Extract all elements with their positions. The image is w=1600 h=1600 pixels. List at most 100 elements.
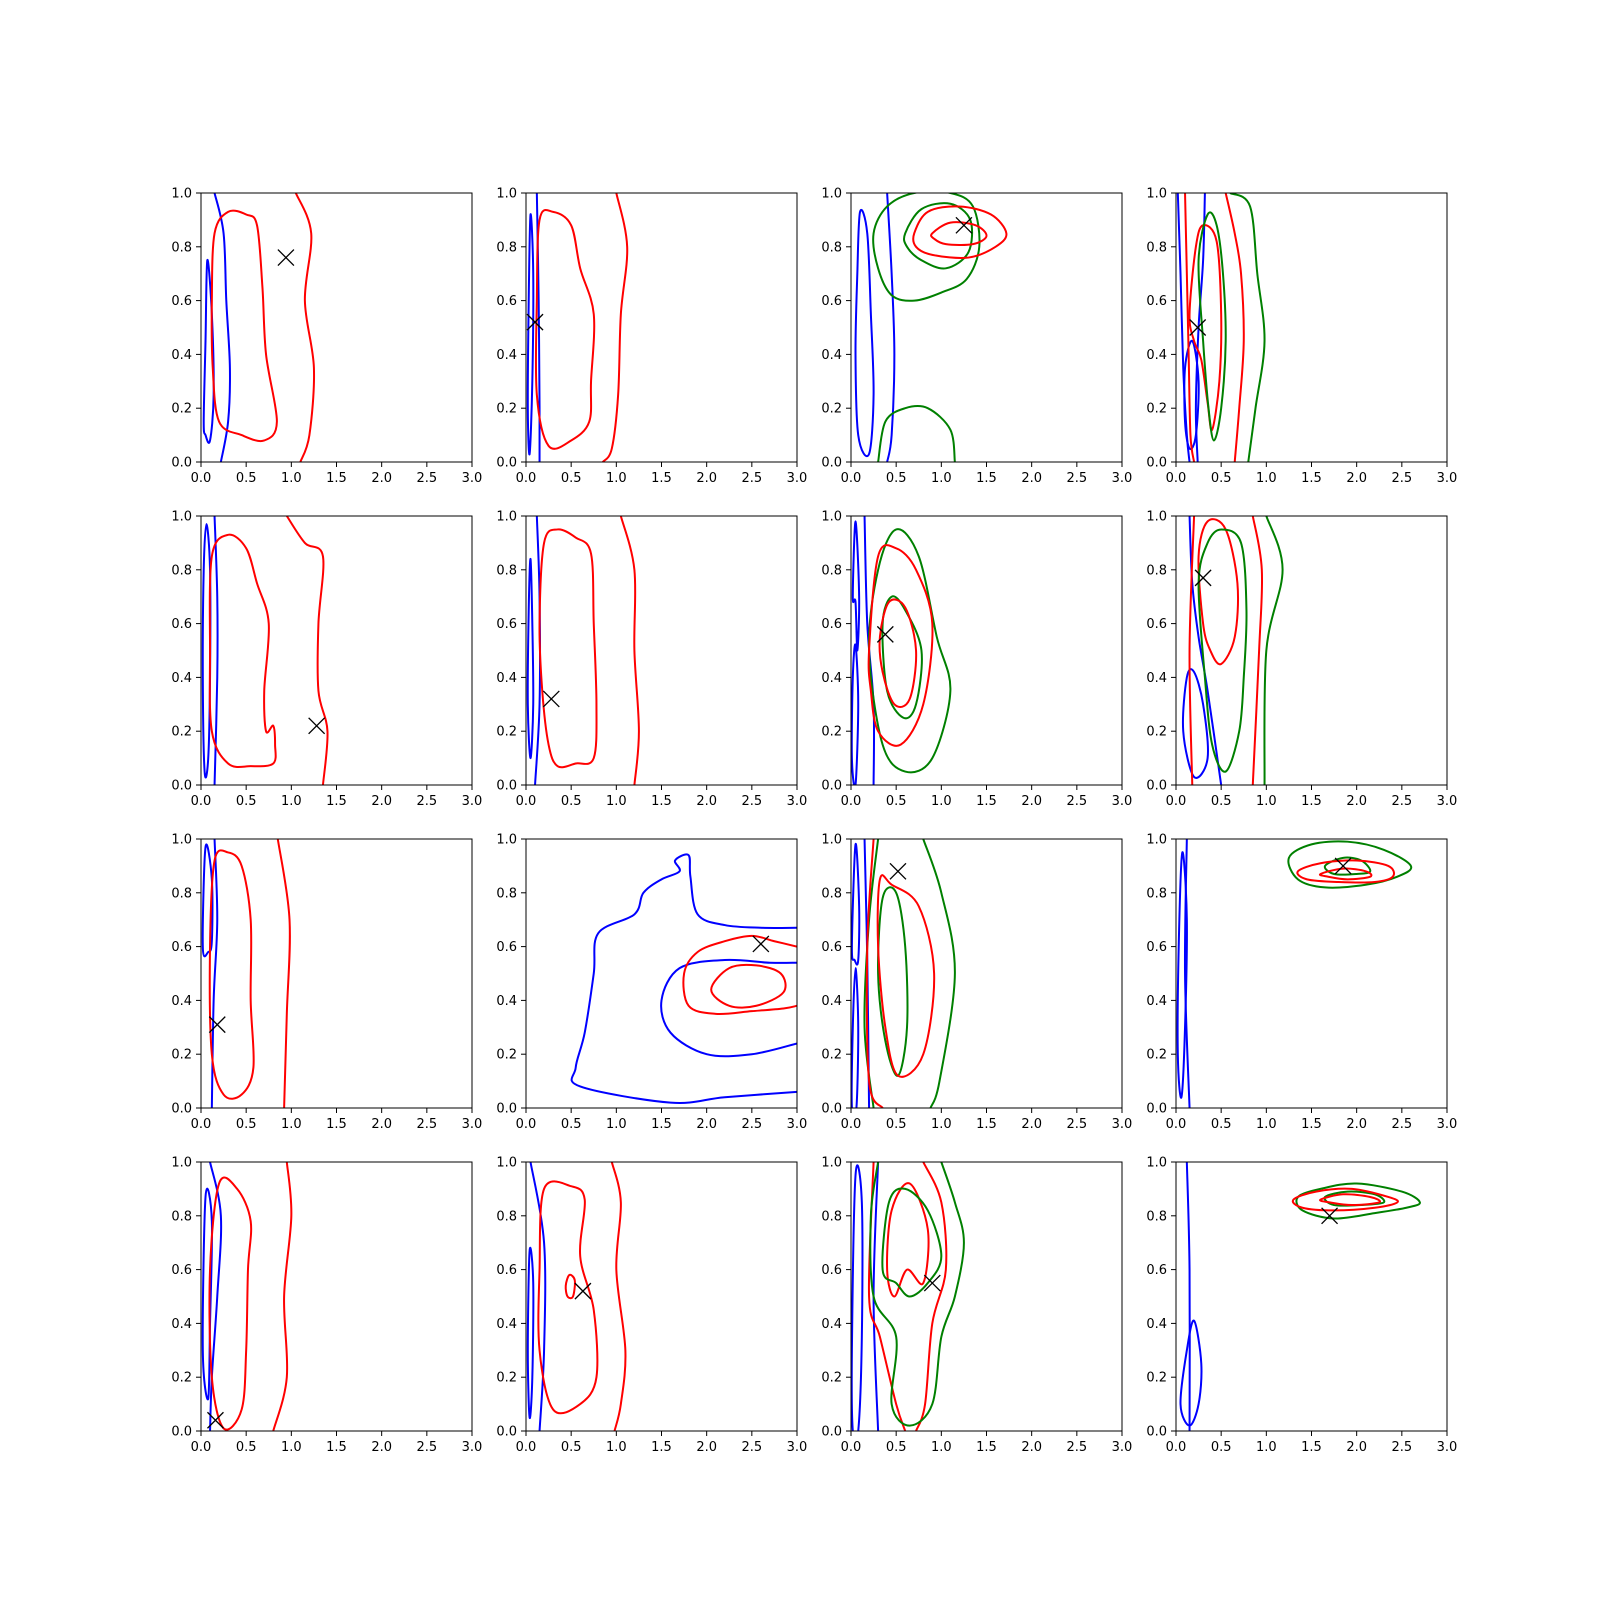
- y-tick-label: 0.8: [821, 563, 842, 578]
- contour-layer: [1176, 193, 1266, 462]
- y-tick-label: 0.0: [821, 779, 842, 794]
- green-contour: [922, 839, 956, 1108]
- y-tick-label: 0.2: [496, 1048, 517, 1063]
- x-tick-label: 1.5: [326, 471, 347, 486]
- y-tick-label: 0.0: [1146, 779, 1167, 794]
- x-marker-stroke: [923, 1274, 941, 1292]
- x-marker-stroke: [876, 625, 894, 643]
- blue-contour: [570, 853, 797, 1104]
- panel-r2-c2: 0.0 0.5 1.0 1.5 2.0 2.5 3.0 0.0 0.2 0.4 0.6 0.8 1.0: [496, 510, 807, 810]
- x-tick-label: 2.0: [1346, 471, 1367, 486]
- x-tick-label: 0.0: [516, 1117, 537, 1132]
- y-tick-label: 0.2: [1146, 402, 1167, 417]
- panel-r1-c2: 0.0 0.5 1.0 1.5 2.0 2.5 3.0 0.0 0.2 0.4 0.6 0.8 1.0: [496, 187, 807, 487]
- x-marker-stroke: [208, 1016, 226, 1034]
- x-tick-label: 2.5: [1391, 471, 1412, 486]
- red-contour: [294, 193, 316, 462]
- x-tick-label: 1.5: [1301, 794, 1322, 809]
- x-marker: [1334, 857, 1352, 875]
- x-marker: [208, 1016, 226, 1034]
- red-contour: [930, 221, 988, 246]
- x-tick-label: 2.5: [1391, 1440, 1412, 1455]
- green-contour: [1263, 516, 1284, 785]
- blue-contour: [1181, 668, 1209, 779]
- x-tick-label: 0.5: [561, 794, 582, 809]
- x-marker-stroke: [1321, 1207, 1339, 1225]
- contour-layer: [201, 839, 291, 1108]
- panel-r3-c2: 0.0 0.5 1.0 1.5 2.0 2.5 3.0 0.0 0.2 0.4 0.6 0.8 1.0: [496, 833, 807, 1133]
- x-tick-label: 1.5: [651, 1440, 672, 1455]
- y-tick-label: 0.4: [171, 671, 192, 686]
- x-tick-label: 2.5: [1066, 794, 1087, 809]
- y-tick-label: 0.2: [171, 1048, 192, 1063]
- x-marker-stroke: [277, 249, 295, 267]
- x-tick-label: 1.5: [326, 794, 347, 809]
- y-tick-label: 0.4: [496, 1317, 517, 1332]
- y-tick-label: 0.6: [1146, 1263, 1167, 1278]
- x-tick-label: 0.0: [841, 471, 862, 486]
- x-tick-label: 1.0: [931, 794, 952, 809]
- x-tick-label: 1.5: [976, 1117, 997, 1132]
- y-tick-label: 0.8: [1146, 240, 1167, 255]
- x-marker: [277, 249, 295, 267]
- y-tick-label: 0.8: [496, 563, 517, 578]
- x-tick-label: 0.5: [886, 794, 907, 809]
- y-tick-label: 0.4: [171, 1317, 192, 1332]
- x-tick-label: 2.5: [416, 1440, 437, 1455]
- y-tick-label: 0.6: [821, 1263, 842, 1278]
- y-tick-label: 0.0: [496, 779, 517, 794]
- x-marker-stroke: [308, 717, 326, 735]
- y-tick-label: 0.0: [1146, 1102, 1167, 1117]
- red-contour: [601, 193, 629, 462]
- x-marker: [1194, 569, 1212, 587]
- green-contour: [1197, 211, 1227, 442]
- y-tick-label: 1.0: [171, 1156, 192, 1171]
- x-tick-label: 0.5: [1211, 794, 1232, 809]
- panel-r2-c1: 0.0 0.5 1.0 1.5 2.0 2.5 3.0 0.0 0.2 0.4 0.6 0.8 1.0: [171, 510, 482, 810]
- x-tick-label: 3.0: [1112, 794, 1133, 809]
- y-tick-label: 0.0: [821, 456, 842, 471]
- red-contour: [1291, 1187, 1399, 1212]
- y-tick-label: 0.8: [821, 1209, 842, 1224]
- red-contour: [1188, 224, 1223, 432]
- x-tick-label: 0.0: [191, 471, 212, 486]
- x-marker-stroke: [542, 690, 560, 708]
- contour-layer: [570, 853, 797, 1104]
- x-tick-label: 2.5: [1066, 1440, 1087, 1455]
- y-tick-label: 0.2: [1146, 1371, 1167, 1386]
- y-tick-label: 0.8: [171, 240, 192, 255]
- x-marker-stroke: [1189, 319, 1207, 336]
- x-tick-label: 2.0: [696, 471, 717, 486]
- y-tick-label: 0.2: [496, 725, 517, 740]
- x-tick-label: 3.0: [787, 1440, 808, 1455]
- panel-r4-c1: 0.0 0.5 1.0 1.5 2.0 2.5 3.0 0.0 0.2 0.4 0.6 0.8 1.0: [171, 1156, 482, 1456]
- x-tick-label: 1.5: [976, 794, 997, 809]
- y-tick-label: 0.6: [496, 1263, 517, 1278]
- x-tick-label: 0.5: [236, 794, 257, 809]
- y-tick-label: 0.6: [821, 294, 842, 309]
- x-tick-label: 2.5: [741, 471, 762, 486]
- y-tick-label: 1.0: [496, 510, 517, 525]
- green-contour: [1229, 193, 1266, 462]
- x-tick-label: 3.0: [787, 794, 808, 809]
- x-marker-stroke: [889, 862, 907, 880]
- x-tick-label: 2.5: [1391, 1117, 1412, 1132]
- x-marker: [1189, 319, 1207, 336]
- x-marker: [923, 1274, 941, 1292]
- red-contour: [610, 1162, 627, 1431]
- x-tick-label: 1.0: [281, 794, 302, 809]
- green-contour: [877, 886, 909, 1077]
- y-tick-label: 0.8: [496, 1209, 517, 1224]
- y-tick-label: 0.6: [1146, 294, 1167, 309]
- x-tick-label: 3.0: [462, 794, 483, 809]
- blue-contour: [851, 967, 860, 1108]
- green-contour: [1197, 528, 1248, 773]
- x-tick-label: 2.5: [741, 794, 762, 809]
- panel-r3-c1: 0.0 0.5 1.0 1.5 2.0 2.5 3.0 0.0 0.2 0.4 0.6 0.8 1.0: [171, 833, 482, 1133]
- panel-r3-c4: 0.0 0.5 1.0 1.5 2.0 2.5 3.0 0.0 0.2 0.4 0.6 0.8 1.0: [1146, 833, 1457, 1133]
- y-tick-label: 0.0: [171, 456, 192, 471]
- x-tick-label: 1.0: [281, 1117, 302, 1132]
- x-tick-label: 2.0: [1021, 1440, 1042, 1455]
- y-tick-label: 0.0: [496, 1425, 517, 1440]
- x-marker: [876, 625, 894, 643]
